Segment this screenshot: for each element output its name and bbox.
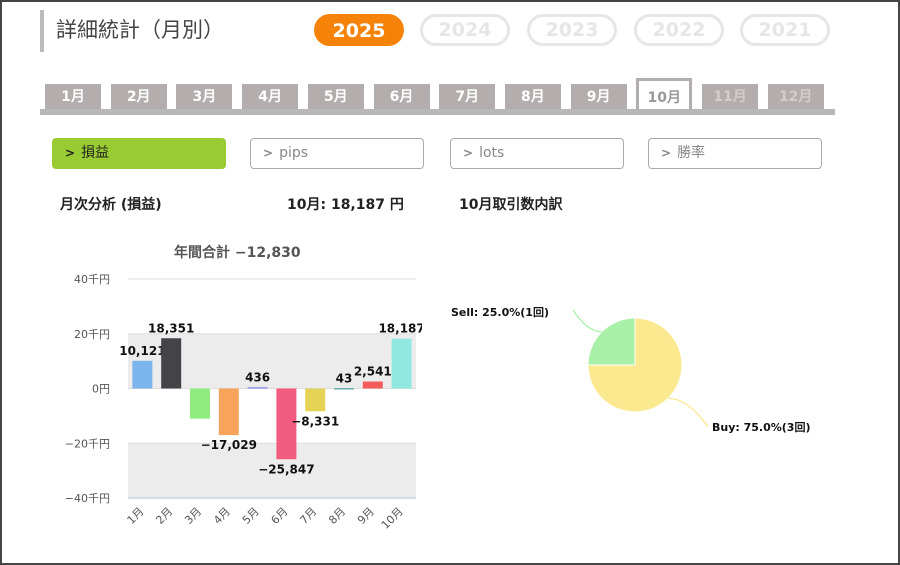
- metric-button-1[interactable]: > 損益: [52, 138, 226, 169]
- x-tick-label: 8月: [326, 505, 348, 527]
- metric-label: 勝率: [677, 145, 706, 161]
- monthly-analysis-title: 月次分析 (損益): [60, 197, 162, 213]
- metric-button-4[interactable]: > 勝率: [648, 138, 822, 169]
- bar-data-label: −8,331: [291, 414, 339, 428]
- year-button-2021[interactable]: 2021: [740, 14, 830, 46]
- trade-breakdown-pie: Sell: 25.0%(1回) Buy: 75.0%(3回): [451, 305, 811, 434]
- bar-data-label: 18,187: [378, 322, 422, 336]
- pie-label: Buy: 75.0%(3回): [712, 420, 810, 434]
- tab-month-3[interactable]: 3月: [176, 84, 233, 109]
- bar-data-label: 10,121: [119, 344, 165, 358]
- bar-2月[interactable]: [161, 338, 182, 389]
- metric-button-3[interactable]: > lots: [450, 138, 624, 169]
- tab-month-1[interactable]: 1月: [45, 84, 101, 109]
- bar-1月[interactable]: [132, 360, 153, 389]
- bar-10月[interactable]: [391, 338, 412, 389]
- metric-button-2[interactable]: > pips: [250, 138, 424, 169]
- pie-connector: [668, 397, 709, 428]
- tab-month-8[interactable]: 8月: [504, 84, 561, 109]
- bar-data-label: −17,029: [201, 438, 257, 452]
- tab-month-9[interactable]: 9月: [570, 84, 627, 109]
- x-tick-label: 3月: [182, 505, 204, 527]
- pie-label: Sell: 25.0%(1回): [451, 305, 549, 319]
- bar-3月[interactable]: [190, 388, 210, 419]
- pie-slice-sell[interactable]: [587, 317, 636, 366]
- pie-connector: [572, 309, 602, 333]
- x-tick-label: 5月: [240, 505, 262, 527]
- tab-month-11[interactable]: 11月: [702, 84, 758, 109]
- pie-slice-buy[interactable]: [587, 317, 683, 413]
- y-tick-label: 40千円: [74, 273, 110, 286]
- bar-8月[interactable]: [334, 388, 354, 390]
- bar-7月[interactable]: [305, 388, 326, 412]
- chevron-right-icon: >: [463, 146, 474, 160]
- metric-label: pips: [279, 145, 309, 161]
- bar-data-label: −25,847: [258, 462, 314, 476]
- breakdown-title: 10月取引数内訳: [459, 197, 563, 213]
- year-button-2023[interactable]: 2023: [527, 14, 617, 46]
- monthly-bar-chart: 40千円 20千円 0円 −20千円 −40千円 10,121 1月 18,351 2月 3月 −1…: [65, 273, 422, 532]
- x-tick-label: 7月: [297, 505, 319, 527]
- year-button-2025[interactable]: 2025: [314, 14, 404, 46]
- bar-data-label: 43: [336, 371, 353, 385]
- x-tick-label: 10月: [379, 505, 406, 532]
- tab-month-2[interactable]: 2月: [110, 84, 167, 109]
- month-value: 10月: 18,187 円: [287, 197, 404, 213]
- tab-month-5[interactable]: 5月: [307, 84, 364, 109]
- bar-4月[interactable]: [218, 388, 239, 436]
- metric-label: 損益: [81, 145, 110, 161]
- bar-data-label: 436: [245, 370, 270, 384]
- x-tick-label: 1月: [125, 505, 147, 527]
- annual-total: 年間合計 −12,830: [174, 245, 301, 261]
- tab-month-12[interactable]: 12月: [767, 84, 824, 109]
- y-tick-label: −20千円: [65, 437, 110, 450]
- x-tick-label: 4月: [211, 505, 233, 527]
- metric-label: lots: [479, 145, 505, 161]
- x-tick-label: 2月: [153, 505, 175, 527]
- bar-9月[interactable]: [362, 381, 383, 389]
- page-title: 詳細統計（月別）: [40, 10, 224, 52]
- month-tabs-baseline: [40, 109, 835, 115]
- chevron-right-icon: >: [65, 146, 76, 160]
- chevron-right-icon: >: [661, 146, 672, 160]
- x-tick-label: 9月: [355, 505, 377, 527]
- y-tick-label: −40千円: [65, 492, 110, 505]
- year-button-2024[interactable]: 2024: [420, 14, 510, 46]
- bar-data-label: 2,541: [354, 365, 392, 379]
- bar-data-label: 18,351: [148, 321, 194, 335]
- bar-5月[interactable]: [247, 387, 268, 389]
- tab-month-10[interactable]: 10月: [636, 78, 693, 111]
- y-tick-label: 20千円: [74, 328, 110, 341]
- tab-month-6[interactable]: 6月: [373, 84, 430, 109]
- bar-6月[interactable]: [276, 388, 297, 460]
- x-tick-label: 6月: [269, 505, 291, 527]
- y-tick-label: 0円: [92, 383, 110, 396]
- tab-month-4[interactable]: 4月: [242, 84, 299, 109]
- chevron-right-icon: >: [263, 146, 274, 160]
- tab-month-7[interactable]: 7月: [439, 84, 496, 109]
- plot-band-lower: [128, 443, 416, 498]
- year-button-2022[interactable]: 2022: [634, 14, 724, 46]
